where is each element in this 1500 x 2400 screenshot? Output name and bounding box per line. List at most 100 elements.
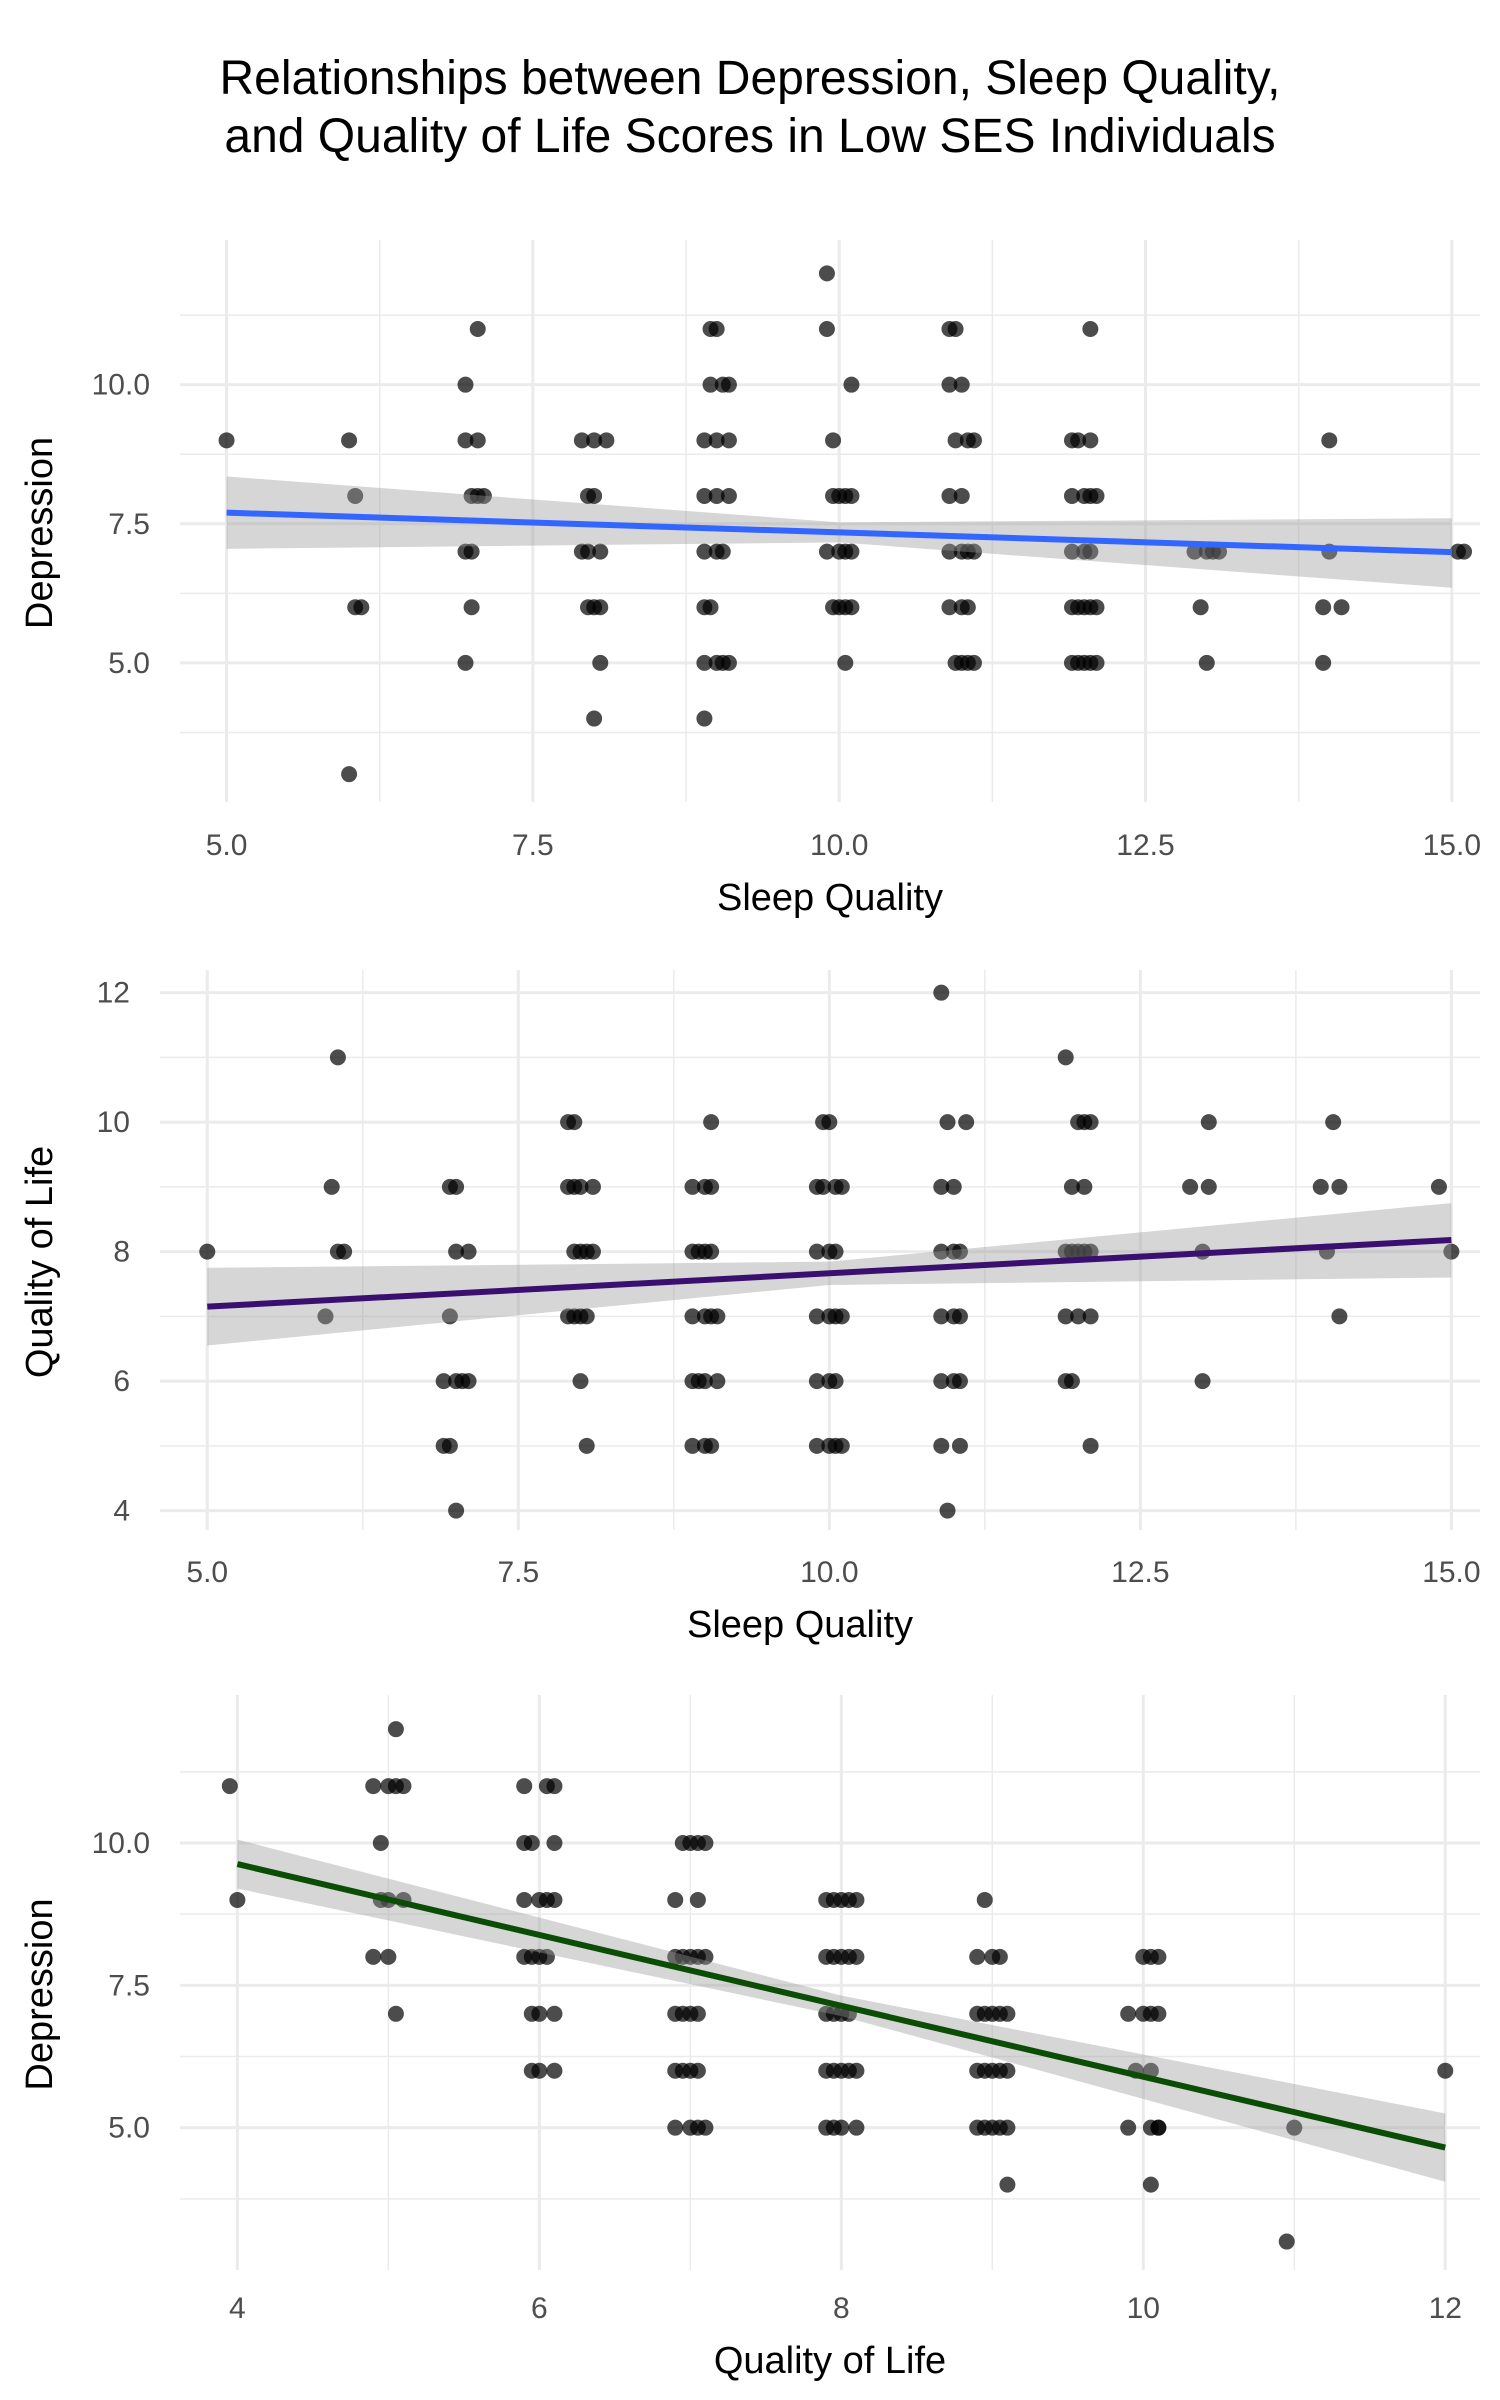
data-point bbox=[531, 2062, 548, 2079]
data-point bbox=[965, 654, 982, 671]
data-point bbox=[833, 1437, 850, 1454]
data-point bbox=[818, 321, 835, 338]
data-point bbox=[372, 1835, 389, 1852]
y-tick-label: 12 bbox=[97, 977, 130, 1010]
data-point bbox=[457, 654, 474, 671]
data-point bbox=[939, 1502, 956, 1519]
x-tick-label: 10.0 bbox=[800, 1556, 858, 1589]
data-point bbox=[1200, 1178, 1217, 1195]
data-point bbox=[941, 376, 958, 393]
data-point bbox=[951, 1373, 968, 1390]
data-point bbox=[702, 321, 719, 338]
data-point bbox=[976, 1891, 993, 1908]
data-point bbox=[689, 2005, 706, 2022]
data-point bbox=[945, 1178, 962, 1195]
x-tick-label: 6 bbox=[531, 2292, 548, 2325]
data-point bbox=[573, 432, 590, 449]
data-point bbox=[941, 543, 958, 560]
data-point bbox=[697, 2119, 714, 2136]
data-point bbox=[951, 1437, 968, 1454]
chart-title-line-1: Relationships between Depression, Sleep … bbox=[219, 52, 1281, 105]
data-point bbox=[580, 543, 597, 560]
data-point bbox=[848, 2062, 865, 2079]
data-point bbox=[999, 2176, 1016, 2193]
data-point bbox=[1331, 1178, 1348, 1195]
data-point bbox=[667, 2119, 684, 2136]
data-point bbox=[395, 1778, 412, 1795]
data-point bbox=[848, 1891, 865, 1908]
data-point bbox=[387, 1721, 404, 1738]
data-point bbox=[516, 1778, 533, 1795]
data-point bbox=[441, 1437, 458, 1454]
data-point bbox=[475, 487, 492, 504]
data-point bbox=[827, 1373, 844, 1390]
data-point bbox=[1082, 1114, 1099, 1131]
data-point bbox=[1088, 487, 1105, 504]
data-point bbox=[843, 487, 860, 504]
data-point bbox=[1321, 432, 1338, 449]
data-point bbox=[1070, 432, 1087, 449]
data-point bbox=[469, 321, 486, 338]
data-point bbox=[365, 1948, 382, 1965]
data-point bbox=[696, 1373, 713, 1390]
x-tick-label: 12.5 bbox=[1111, 1556, 1169, 1589]
data-point bbox=[1082, 1437, 1099, 1454]
data-point bbox=[317, 1308, 334, 1325]
data-point bbox=[709, 1308, 726, 1325]
data-point bbox=[1082, 432, 1099, 449]
data-point bbox=[516, 1891, 533, 1908]
data-point bbox=[531, 2005, 548, 2022]
data-point bbox=[933, 1437, 950, 1454]
data-point bbox=[933, 984, 950, 1001]
data-point bbox=[463, 543, 480, 560]
data-point bbox=[827, 1243, 844, 1260]
data-point bbox=[933, 1373, 950, 1390]
data-point bbox=[958, 1114, 975, 1131]
data-point bbox=[684, 1308, 701, 1325]
data-point bbox=[1070, 1308, 1087, 1325]
data-point bbox=[353, 599, 370, 616]
x-tick-label: 15.0 bbox=[1422, 1556, 1480, 1589]
data-point bbox=[933, 1178, 950, 1195]
y-tick-label: 10.0 bbox=[92, 1827, 150, 1860]
data-point bbox=[1082, 1308, 1099, 1325]
gridlines bbox=[180, 240, 1480, 802]
data-point bbox=[457, 432, 474, 449]
data-point bbox=[684, 1437, 701, 1454]
x-tick-label: 10 bbox=[1127, 2292, 1160, 2325]
data-point bbox=[1057, 1049, 1074, 1066]
data-point bbox=[441, 1308, 458, 1325]
data-point bbox=[999, 2062, 1016, 2079]
data-point bbox=[933, 1243, 950, 1260]
y-axis-label: Depression bbox=[19, 1898, 61, 2090]
y-tick-label: 4 bbox=[113, 1495, 130, 1528]
data-point bbox=[991, 1948, 1008, 1965]
data-point bbox=[336, 1243, 353, 1260]
data-point bbox=[457, 376, 474, 393]
x-tick-label: 5.0 bbox=[186, 1556, 228, 1589]
data-point bbox=[720, 487, 737, 504]
data-point bbox=[999, 2005, 1016, 2022]
data-point bbox=[818, 543, 835, 560]
data-point bbox=[708, 487, 725, 504]
data-point bbox=[1082, 543, 1099, 560]
data-point bbox=[1150, 1948, 1167, 1965]
data-point bbox=[1194, 1373, 1211, 1390]
y-axis-label: Depression bbox=[19, 437, 61, 629]
data-point bbox=[1120, 2119, 1137, 2136]
data-point bbox=[939, 1114, 956, 1131]
data-point bbox=[1286, 2119, 1303, 2136]
data-point bbox=[463, 599, 480, 616]
data-point bbox=[808, 1308, 825, 1325]
y-tick-label: 6 bbox=[113, 1365, 130, 1398]
data-point bbox=[221, 1778, 238, 1795]
data-point bbox=[1192, 599, 1209, 616]
data-point bbox=[1456, 543, 1473, 560]
trend-line bbox=[236, 1861, 1446, 2151]
y-tick-label: 5.0 bbox=[108, 647, 150, 680]
data-point bbox=[584, 1178, 601, 1195]
data-point bbox=[469, 432, 486, 449]
data-point bbox=[808, 1373, 825, 1390]
data-point bbox=[720, 432, 737, 449]
